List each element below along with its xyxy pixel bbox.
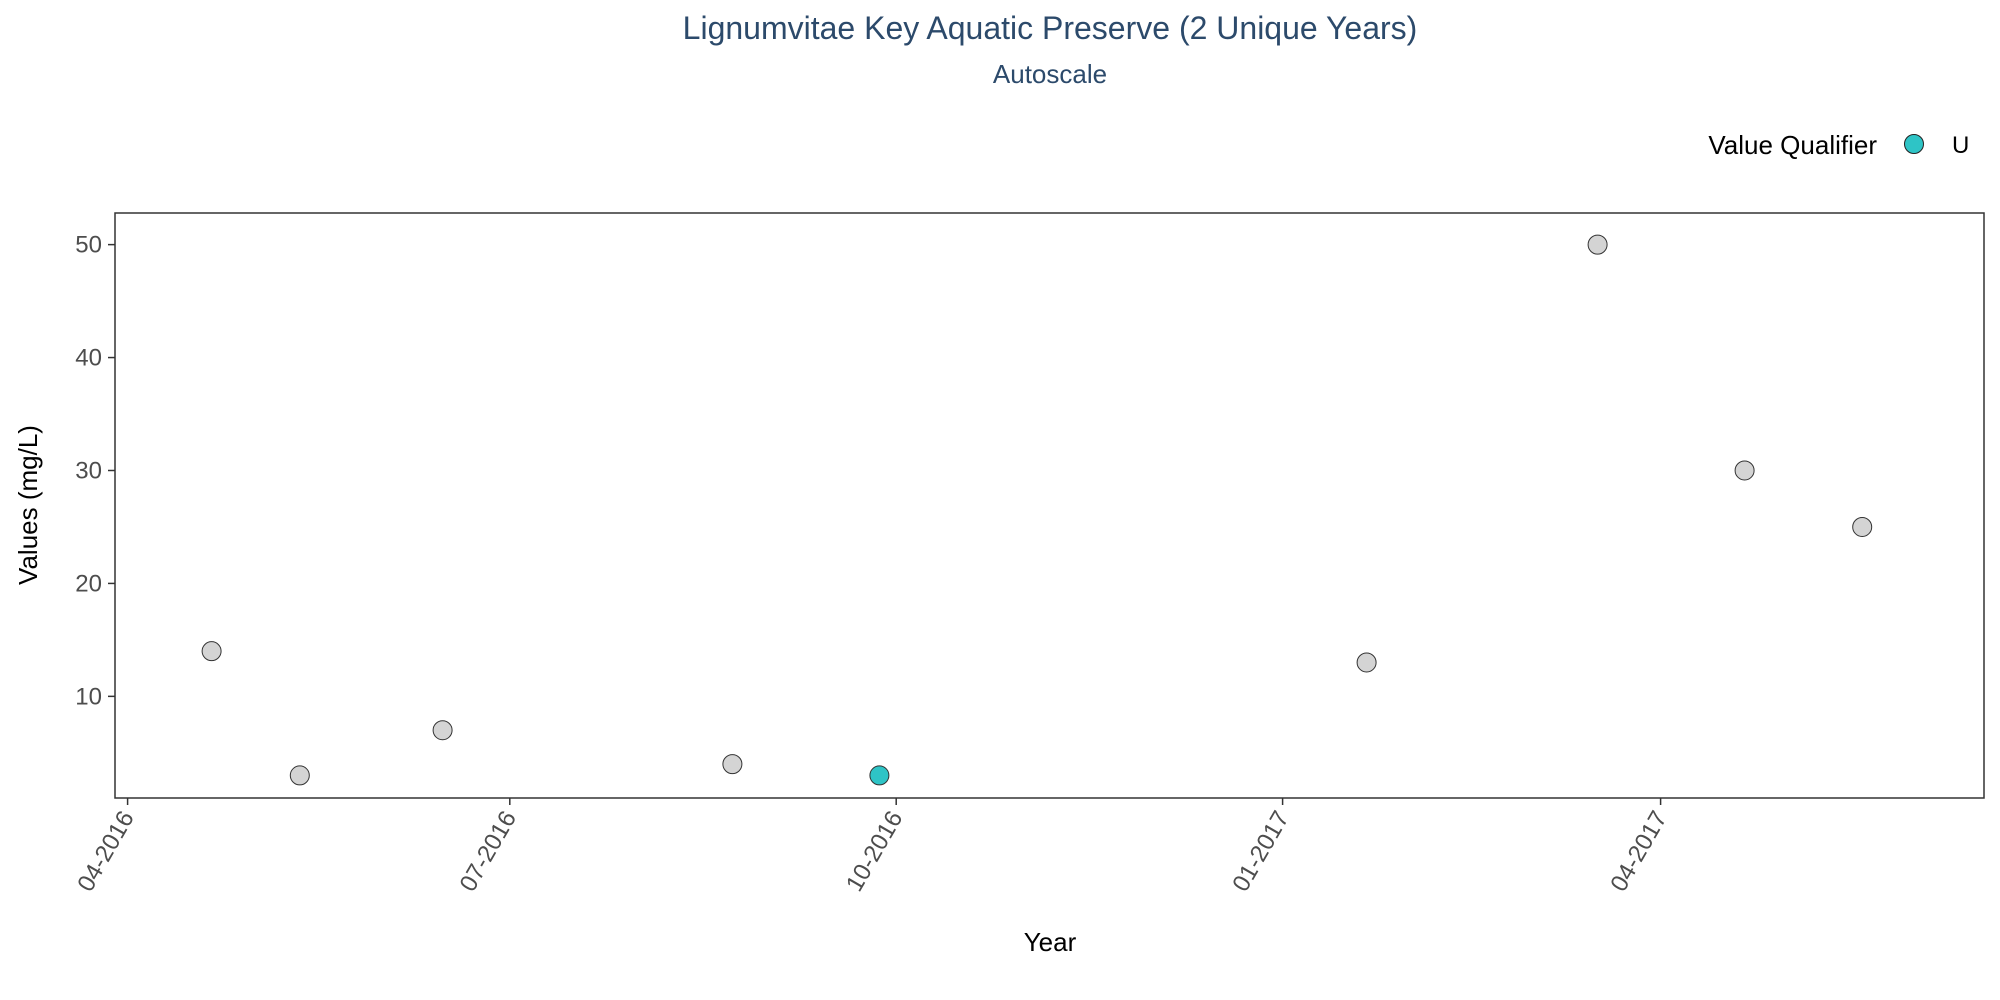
data-point xyxy=(1587,234,1608,255)
x-axis: 04-2016 07-2016 10-2016 01-2017 04-2017 xyxy=(72,798,1673,897)
y-tick-label: 30 xyxy=(75,457,102,484)
chart-subtitle: Autoscale xyxy=(993,59,1107,89)
y-tick-label: 10 xyxy=(75,683,102,710)
x-tick-label: 10-2016 xyxy=(841,807,908,897)
x-axis-title: Year xyxy=(1024,927,1077,957)
legend-title: Value Qualifier xyxy=(1708,130,1877,160)
y-tick-label: 50 xyxy=(75,232,102,259)
x-tick-label: 01-2017 xyxy=(1227,807,1294,897)
y-axis: 10 20 30 40 50 xyxy=(75,232,115,710)
data-point xyxy=(289,765,310,786)
data-point xyxy=(1734,460,1755,481)
data-point xyxy=(1852,516,1873,537)
chart-title: Lignumvitae Key Aquatic Preserve (2 Uniq… xyxy=(683,10,1418,46)
data-points xyxy=(201,234,1873,786)
legend-label-u: U xyxy=(1952,132,1969,159)
data-point xyxy=(1356,652,1377,673)
data-point xyxy=(722,754,743,775)
plot-panel xyxy=(114,212,1985,799)
x-tick-label: 04-2016 xyxy=(72,807,139,897)
data-point xyxy=(201,641,222,662)
y-tick-label: 40 xyxy=(75,345,102,372)
x-tick-label: 07-2016 xyxy=(455,807,522,897)
y-axis-title: Values (mg/L) xyxy=(13,425,43,585)
data-point xyxy=(432,720,453,741)
legend-key-u xyxy=(1904,134,1924,154)
data-point-qualified xyxy=(869,765,890,786)
legend: Value Qualifier U xyxy=(1708,130,1969,160)
y-tick-label: 20 xyxy=(75,570,102,597)
x-tick-label: 04-2017 xyxy=(1605,807,1672,897)
